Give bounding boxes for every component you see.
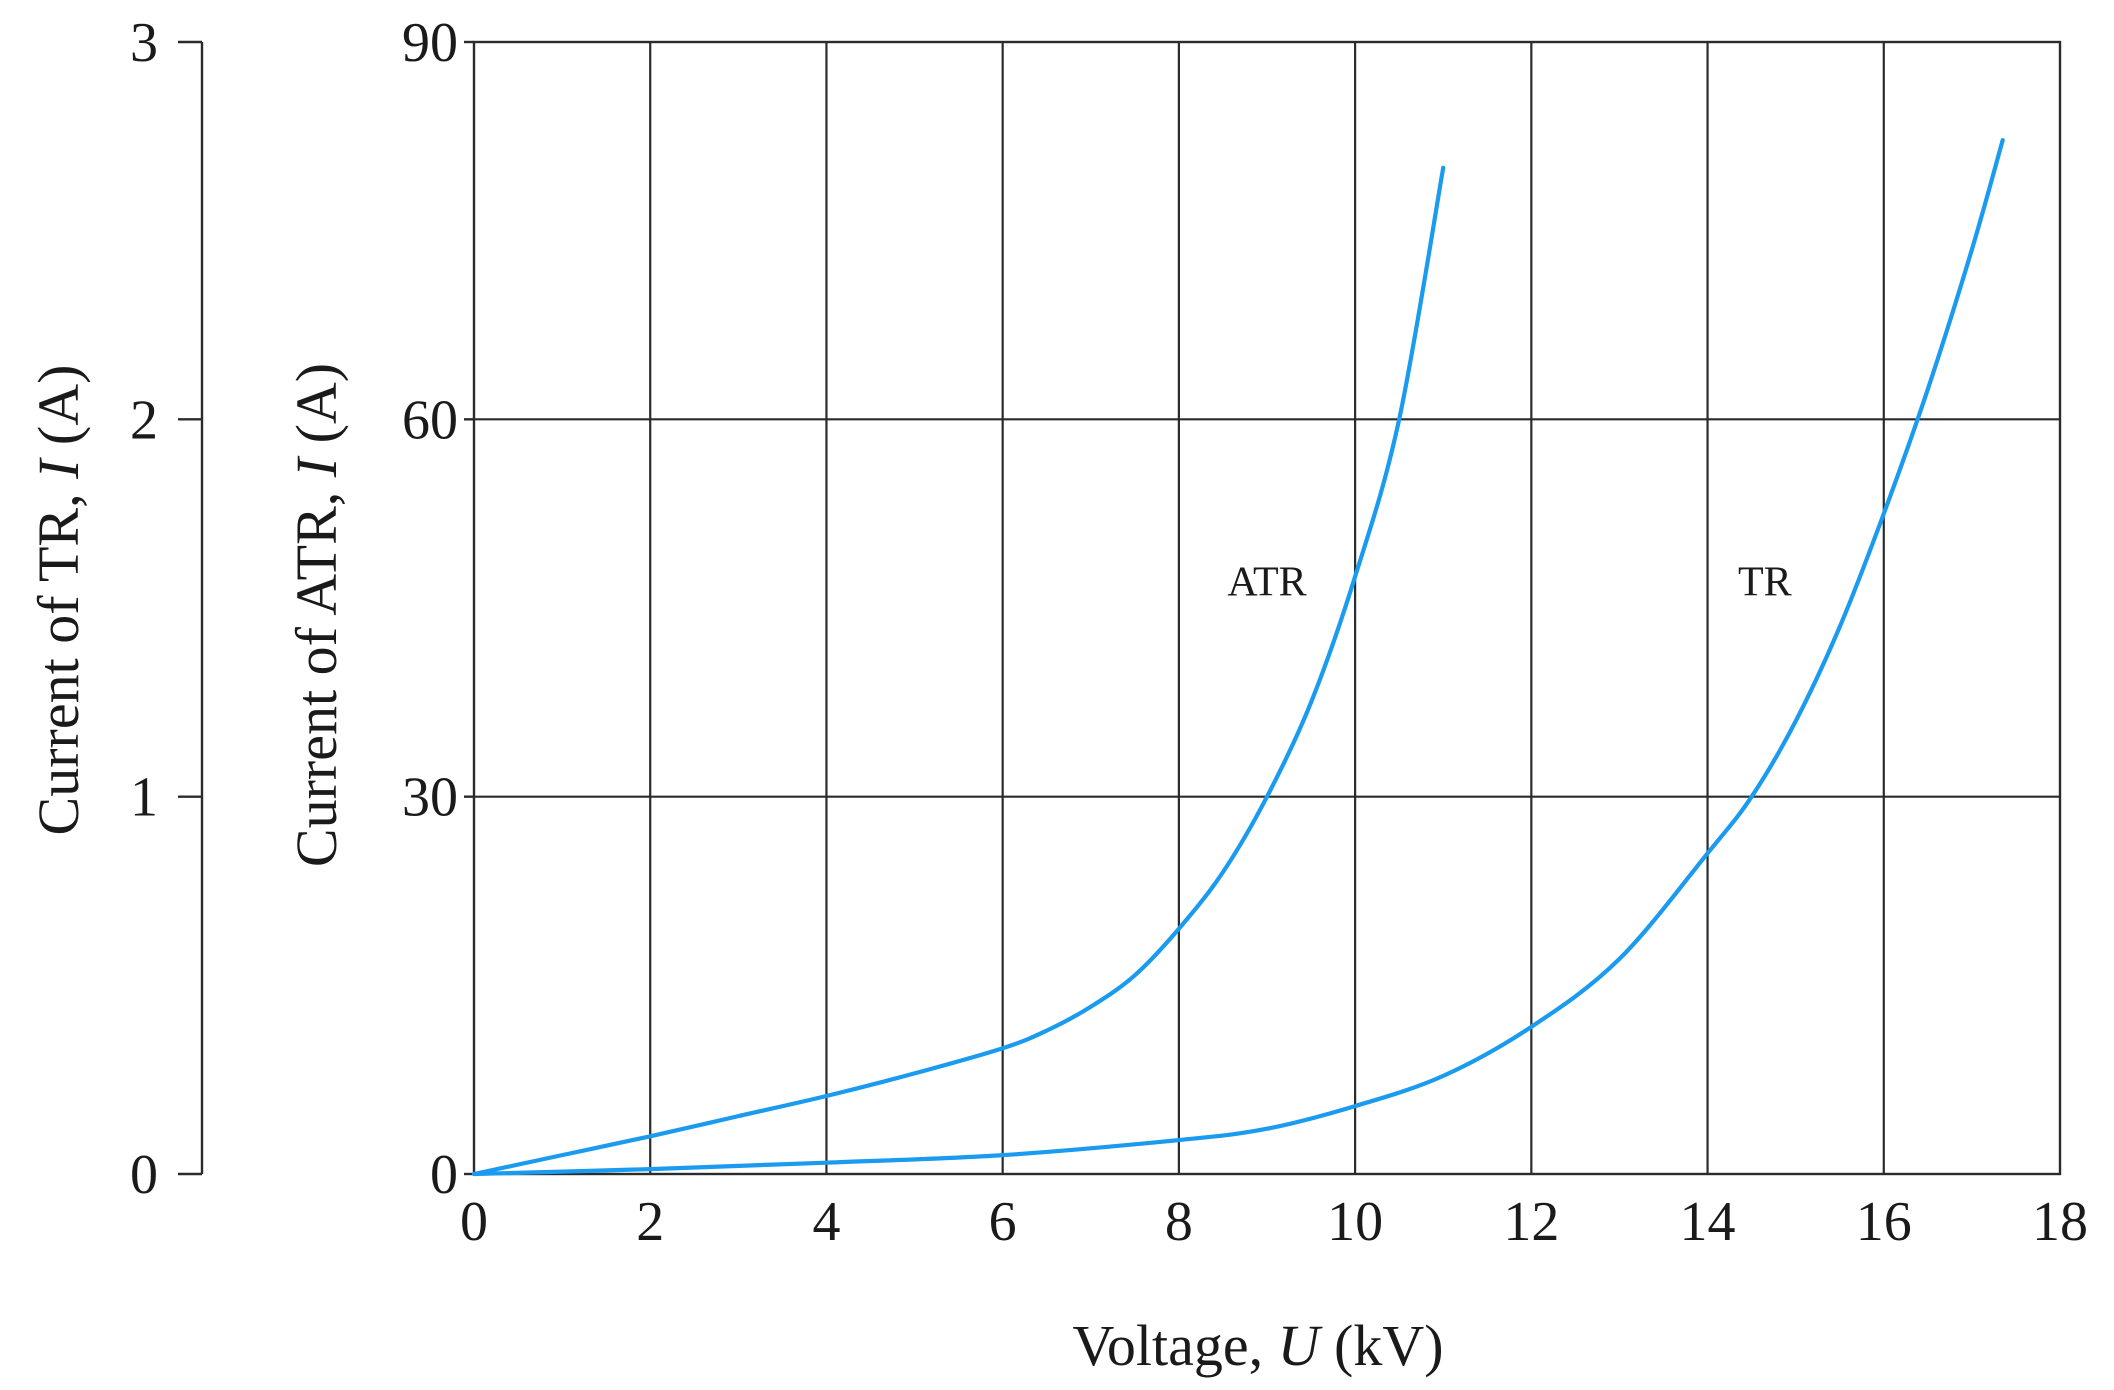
x-tick-label: 12 (1503, 1191, 1559, 1253)
right-y-axis-title: Current of ATR, I (A) (284, 363, 349, 867)
series-labels: ATR TR (1227, 559, 1791, 605)
plot-frame (472, 40, 2062, 1176)
series-lines (471, 138, 2005, 1177)
x-tick-label: 14 (1680, 1191, 1736, 1253)
left-y-axis-title: Current of TR, I (A) (26, 365, 91, 836)
left-y-axis-ticks: 0 1 2 3 (130, 12, 202, 1206)
x-tick-label: 8 (1165, 1191, 1193, 1253)
left-y-axis-title-suffix: (A) (26, 365, 91, 460)
x-tick-label: 6 (989, 1191, 1017, 1253)
left-y-tick-label: 0 (130, 1144, 158, 1206)
right-y-axis-title-prefix: Current of ATR, (284, 477, 349, 867)
right-y-tick-label: 0 (430, 1144, 458, 1206)
x-axis-ticks: 0 2 4 6 8 10 12 14 16 18 (460, 1191, 2088, 1253)
series-line-atr (471, 165, 1446, 1177)
left-y-axis-title-prefix: Current of TR, (26, 479, 91, 836)
series-line-tr (471, 138, 2005, 1177)
left-y-axis-title-symbol: I (26, 457, 91, 480)
grid-lines (474, 42, 2060, 1174)
right-y-tick-label: 60 (402, 389, 458, 451)
right-y-tick-label: 90 (402, 12, 458, 74)
right-y-axis-title-suffix: (A) (284, 363, 349, 458)
x-tick-label: 4 (812, 1191, 840, 1253)
left-y-tick-label: 1 (130, 767, 158, 829)
right-y-axis-title-symbol: I (284, 455, 349, 478)
left-y-tick-label: 2 (130, 389, 158, 451)
x-tick-label: 0 (460, 1191, 488, 1253)
x-tick-label: 18 (2032, 1191, 2088, 1253)
series-label-atr: ATR (1227, 559, 1306, 605)
x-axis-title: Voltage, U (kV) (1072, 1313, 1443, 1378)
x-axis-title-symbol: U (1278, 1313, 1324, 1378)
x-axis-title-prefix: Voltage, (1072, 1313, 1277, 1378)
x-tick-label: 16 (1856, 1191, 1912, 1253)
x-tick-label: 10 (1327, 1191, 1383, 1253)
x-tick-label: 2 (636, 1191, 664, 1253)
left-y-tick-label: 3 (130, 12, 158, 74)
series-label-tr: TR (1738, 559, 1792, 605)
right-y-axis-ticks: 0 30 60 90 (402, 12, 474, 1206)
x-axis-title-suffix: (kV) (1320, 1313, 1444, 1378)
right-y-tick-label: 30 (402, 767, 458, 829)
